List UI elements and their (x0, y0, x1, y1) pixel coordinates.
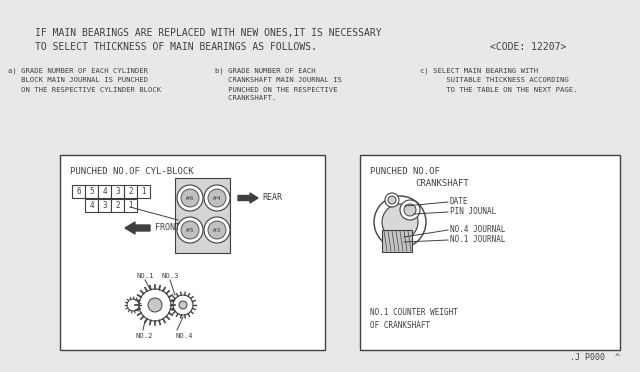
Text: NO.1: NO.1 (136, 273, 154, 279)
Text: TO SELECT THICKNESS OF MAIN BEARINGS AS FOLLOWS.: TO SELECT THICKNESS OF MAIN BEARINGS AS … (35, 42, 317, 52)
Text: NO.3: NO.3 (161, 273, 179, 279)
Text: .J P000  ^: .J P000 ^ (570, 353, 620, 362)
Text: FRONT: FRONT (155, 224, 180, 232)
Circle shape (181, 221, 199, 239)
Text: <CODE: 12207>: <CODE: 12207> (490, 42, 566, 52)
Text: 5: 5 (89, 187, 94, 196)
Circle shape (173, 295, 193, 315)
Circle shape (400, 200, 420, 220)
Text: IF MAIN BEARINGS ARE REPLACED WITH NEW ONES,IT IS NECESSARY: IF MAIN BEARINGS ARE REPLACED WITH NEW O… (35, 28, 381, 38)
Text: 2: 2 (128, 187, 133, 196)
Circle shape (177, 217, 203, 243)
Circle shape (208, 189, 226, 207)
Text: NO.2: NO.2 (135, 333, 152, 339)
Text: CRANKSHAFT: CRANKSHAFT (415, 179, 468, 188)
Bar (98, 185, 111, 198)
Text: c) SELECT MAIN BEARING WITH
      SUITABLE THICKNESS ACCORDING
      TO THE TABL: c) SELECT MAIN BEARING WITH SUITABLE THI… (420, 68, 577, 93)
Circle shape (179, 301, 187, 309)
Text: NO.4: NO.4 (175, 333, 193, 339)
Bar (85, 185, 98, 198)
Circle shape (177, 185, 203, 211)
Circle shape (139, 289, 171, 321)
Text: #6: #6 (186, 196, 194, 201)
Text: 3: 3 (102, 201, 107, 210)
Text: b) GRADE NUMBER OF EACH
   CRANKSHAFT MAIN JOURNAL IS
   PUNCHED ON THE RESPECTI: b) GRADE NUMBER OF EACH CRANKSHAFT MAIN … (215, 68, 342, 102)
Bar (98, 199, 111, 212)
Text: NO.4 JOURNAL: NO.4 JOURNAL (450, 225, 506, 234)
Text: PIN JOUNAL: PIN JOUNAL (450, 208, 496, 217)
Text: #3: #3 (213, 228, 221, 232)
Circle shape (181, 189, 199, 207)
Text: PUNCHED NO.OF: PUNCHED NO.OF (370, 167, 440, 176)
Bar (382, 230, 412, 252)
Bar (124, 199, 137, 212)
Bar (111, 199, 124, 212)
Text: a) GRADE NUMBER OF EACH CYLINDER
   BLOCK MAIN JOURNAL IS PUNCHED
   ON THE RESP: a) GRADE NUMBER OF EACH CYLINDER BLOCK M… (8, 68, 161, 93)
FancyArrow shape (125, 222, 150, 234)
Circle shape (382, 204, 418, 240)
Text: 6: 6 (76, 187, 81, 196)
Text: #5: #5 (186, 228, 194, 232)
Bar (85, 199, 98, 212)
Circle shape (388, 196, 396, 204)
Bar (175, 178, 230, 253)
Bar (111, 185, 124, 198)
Text: #4: #4 (213, 196, 221, 201)
Text: 4: 4 (89, 201, 94, 210)
Circle shape (385, 193, 399, 207)
Text: NO.1 COUNTER WEIGHT
OF CRANKSHAFT: NO.1 COUNTER WEIGHT OF CRANKSHAFT (370, 308, 458, 330)
Bar (360, 155, 620, 350)
Text: NO.1 JOURNAL: NO.1 JOURNAL (450, 235, 506, 244)
Circle shape (208, 221, 226, 239)
Circle shape (127, 299, 139, 311)
Text: 1: 1 (128, 201, 133, 210)
Circle shape (404, 204, 416, 216)
Text: PUNCHED NO.OF CYL-BLOCK: PUNCHED NO.OF CYL-BLOCK (70, 167, 194, 176)
Bar (60, 155, 325, 350)
Text: 4: 4 (102, 187, 107, 196)
Circle shape (148, 298, 162, 312)
Circle shape (204, 217, 230, 243)
Bar (72, 185, 85, 198)
Text: 1: 1 (141, 187, 146, 196)
Text: REAR: REAR (262, 193, 282, 202)
Bar (124, 185, 137, 198)
Circle shape (204, 185, 230, 211)
Text: 3: 3 (115, 187, 120, 196)
Circle shape (374, 196, 426, 248)
FancyArrow shape (238, 193, 258, 203)
Text: DATE: DATE (450, 198, 468, 206)
Text: 2: 2 (115, 201, 120, 210)
Bar (137, 185, 150, 198)
